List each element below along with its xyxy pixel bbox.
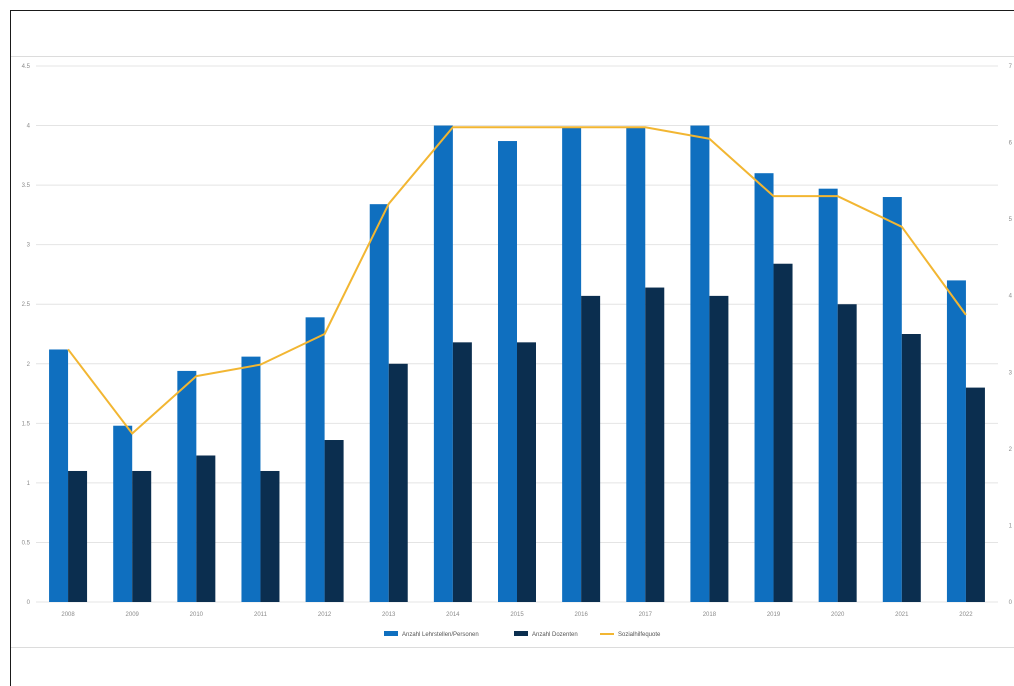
bar: [68, 470, 88, 602]
y-tick-label: 0.5: [22, 540, 31, 546]
legend-swatch: [514, 631, 528, 636]
x-tick-label: 2020: [831, 612, 845, 618]
bar: [626, 127, 646, 602]
x-tick-label: 2022: [959, 612, 973, 618]
bar: [754, 173, 774, 602]
y2-tick-label: 5: [1009, 217, 1013, 223]
y-tick-label: 3.5: [22, 183, 31, 189]
x-tick-label: 2019: [767, 612, 781, 618]
y2-tick-label: 7: [1009, 64, 1013, 70]
line-series: [67, 126, 967, 435]
x-tick-label: 2008: [61, 612, 75, 618]
y-tick-label: 3: [27, 243, 31, 249]
legend: Anzahl Lehrstellen/Personen Anzahl Dozent…: [384, 631, 661, 638]
bar: [433, 125, 453, 603]
bar: [517, 342, 536, 602]
bar: [645, 287, 665, 602]
x-tick-label: 2010: [190, 612, 204, 618]
y2-tick-label: 4: [1009, 294, 1013, 300]
bar: [498, 141, 517, 603]
bar: [196, 455, 216, 602]
bar: [581, 295, 601, 602]
y2-tick-label: 2: [1009, 447, 1013, 453]
bar: [818, 188, 838, 602]
bar: [690, 125, 710, 603]
x-tick-label: 2016: [574, 612, 588, 618]
bar: [113, 425, 133, 602]
x-tick-label: 2014: [446, 612, 460, 618]
bar: [324, 440, 344, 602]
bar: [965, 387, 985, 602]
right-axis-ticks: 0 1 2 3 4 5 6 7: [1009, 64, 1013, 606]
bar: [305, 317, 325, 602]
y-tick-label: 2: [27, 362, 31, 368]
x-tick-label: 2017: [639, 612, 653, 618]
x-axis-ticks: 2008 2009 2010 2011 2012 2013 2014 2015 2016 2017…: [61, 612, 973, 618]
series-line: [67, 126, 967, 435]
bar: [882, 197, 902, 602]
plot-panel: [11, 56, 1014, 648]
x-tick-label: 2015: [510, 612, 524, 618]
x-tick-label: 2013: [382, 612, 396, 618]
y2-tick-label: 1: [1009, 523, 1013, 529]
bar: [773, 263, 793, 602]
x-tick-label: 2012: [318, 612, 332, 618]
left-axis-ticks: 0 0.5 1 1.5 2 2.5 3 3.5 4 4.5: [22, 64, 31, 606]
x-tick-label: 2011: [254, 612, 268, 618]
x-tick-label: 2009: [126, 612, 140, 618]
bar: [388, 363, 408, 602]
legend-swatch: [384, 631, 398, 636]
legend-label: Sozialhilfequote: [618, 632, 661, 638]
y-tick-label: 1.5: [22, 421, 31, 427]
bar: [260, 470, 280, 602]
y-tick-label: 0: [27, 600, 31, 606]
bar-series: [49, 125, 985, 603]
y-tick-label: 4: [27, 124, 31, 130]
y2-tick-label: 6: [1009, 141, 1013, 147]
legend-label: Anzahl Lehrstellen/Personen: [402, 632, 479, 638]
bar: [946, 280, 966, 602]
bar: [369, 204, 389, 602]
x-tick-label: 2018: [703, 612, 717, 618]
bar: [177, 370, 197, 602]
y-tick-label: 1: [27, 481, 31, 487]
y-tick-label: 4.5: [22, 64, 31, 70]
bar: [241, 356, 261, 602]
bar: [709, 295, 729, 602]
x-tick-label: 2021: [895, 612, 909, 618]
y-tick-label: 2.5: [22, 302, 31, 308]
legend-label: Anzahl Dozenten: [532, 632, 578, 638]
y2-tick-label: 0: [1009, 600, 1013, 606]
bar: [452, 342, 472, 602]
bar: [837, 304, 857, 602]
bar: [901, 334, 921, 602]
y2-tick-label: 3: [1009, 370, 1013, 376]
bar: [562, 127, 582, 602]
bar: [132, 470, 152, 602]
bar: [49, 349, 69, 602]
